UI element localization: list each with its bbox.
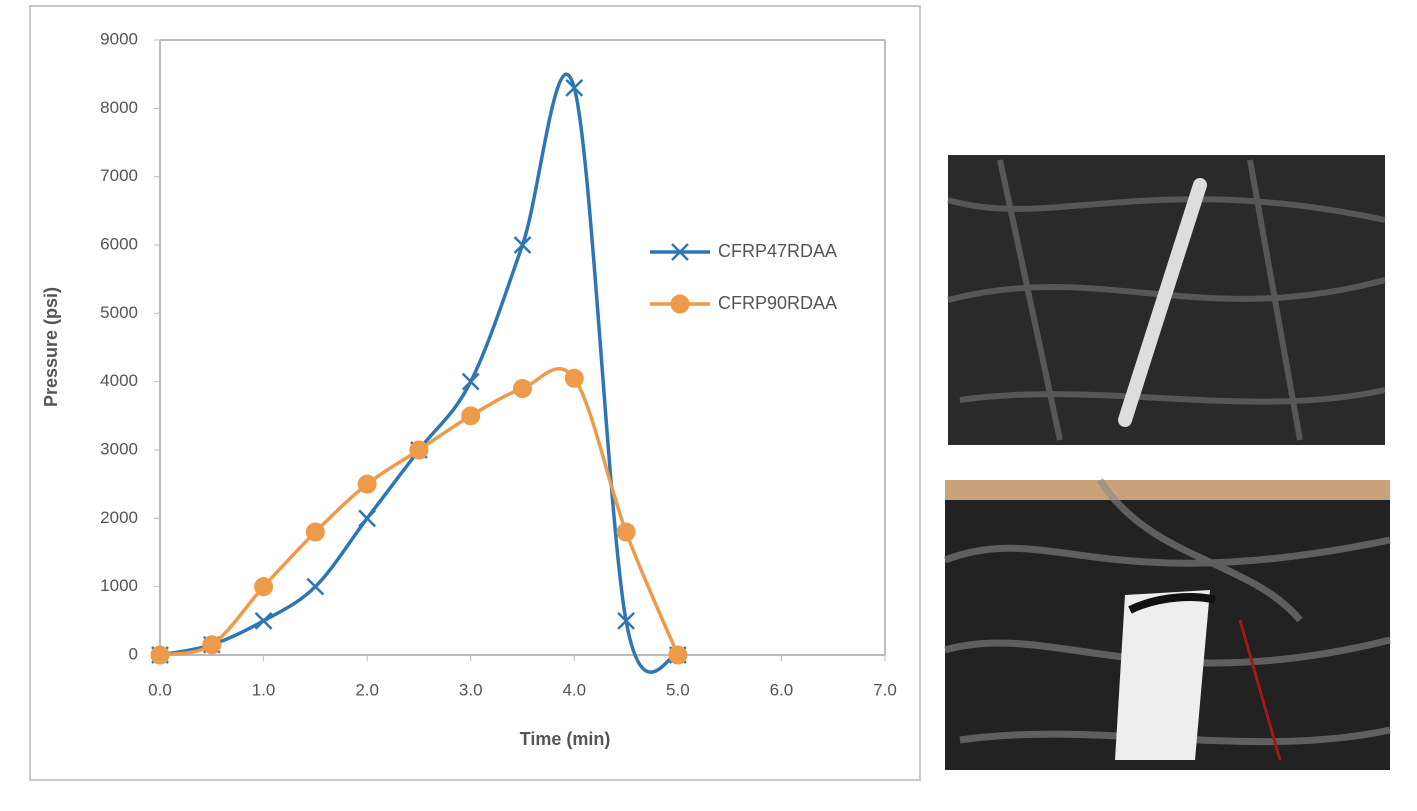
x-tick-label: 7.0 xyxy=(873,680,897,699)
marker xyxy=(254,611,273,630)
x-tick-label: 1.0 xyxy=(252,680,276,699)
marker xyxy=(671,243,689,261)
y-axis-title: Pressure (psi) xyxy=(41,287,61,407)
series-line xyxy=(159,367,680,657)
photo-bottom xyxy=(943,478,1391,770)
marker xyxy=(564,368,584,388)
marker xyxy=(358,509,377,528)
y-tick-label: 0 xyxy=(129,644,138,663)
marker xyxy=(670,294,690,314)
y-tick-label: 8000 xyxy=(100,98,138,117)
x-tick-label: 2.0 xyxy=(355,680,379,699)
marker xyxy=(513,236,532,254)
x-tick-label: 5.0 xyxy=(666,680,690,699)
marker xyxy=(513,379,532,398)
x-tick-label: 6.0 xyxy=(770,680,794,699)
marker xyxy=(305,522,325,542)
y-tick-label: 7000 xyxy=(100,166,138,185)
marker xyxy=(409,440,429,460)
y-tick-label: 2000 xyxy=(100,508,138,527)
x-tick-label: 4.0 xyxy=(562,680,586,699)
y-tick-label: 9000 xyxy=(100,29,138,48)
y-tick-label: 4000 xyxy=(100,371,138,390)
marker xyxy=(254,577,274,597)
marker xyxy=(461,372,480,391)
y-tick-label: 1000 xyxy=(100,576,138,595)
legend-label: CFRP90RDAA xyxy=(718,293,837,313)
x-tick-label: 3.0 xyxy=(459,680,483,699)
x-axis-title: Time (min) xyxy=(520,729,611,749)
y-tick-label: 5000 xyxy=(100,303,138,322)
marker xyxy=(461,406,481,426)
legend-label: CFRP47RDAA xyxy=(718,241,837,261)
y-tick-label: 3000 xyxy=(100,439,138,458)
y-tick-label: 6000 xyxy=(100,234,138,253)
marker xyxy=(565,78,584,97)
chart-frame xyxy=(29,5,921,781)
marker xyxy=(306,577,325,596)
x-tick-label: 0.0 xyxy=(148,680,172,699)
marker xyxy=(202,635,222,655)
photo-top xyxy=(947,155,1386,445)
marker xyxy=(357,474,377,494)
marker xyxy=(616,522,636,542)
marker xyxy=(668,645,688,665)
marker xyxy=(150,645,170,665)
marker xyxy=(617,611,635,630)
